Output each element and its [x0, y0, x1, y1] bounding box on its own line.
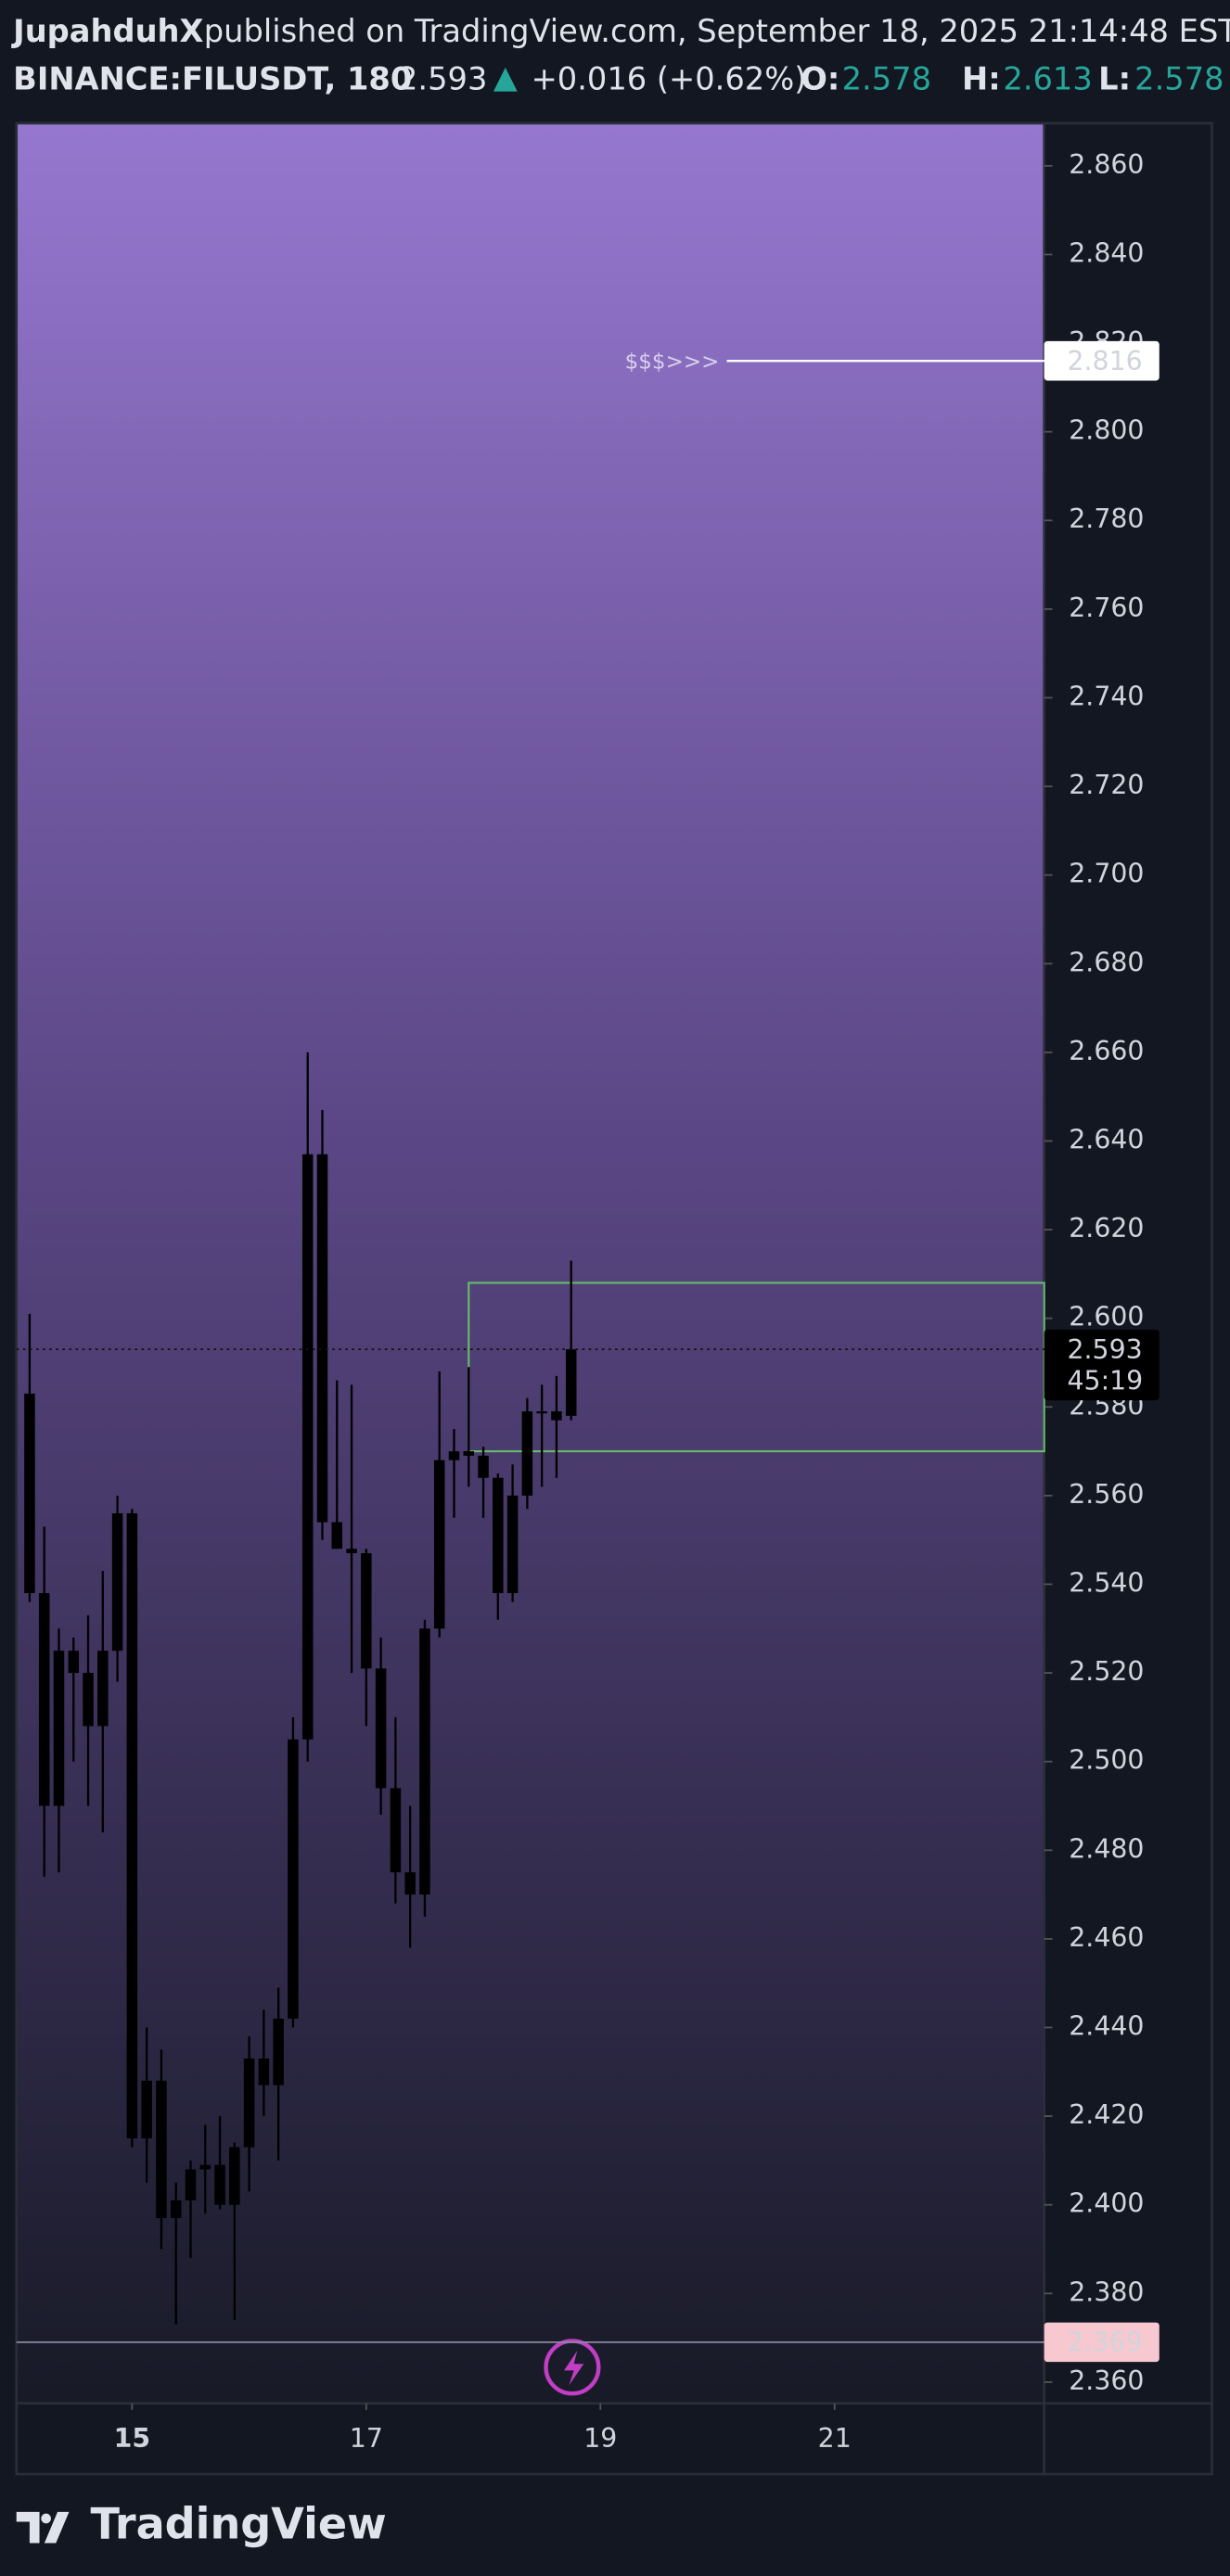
- current-price-box: [1044, 1329, 1160, 1401]
- candle-body: [24, 1393, 35, 1594]
- y-tick-label: 2.840: [1069, 237, 1144, 268]
- y-tick-label: 2.700: [1069, 859, 1144, 889]
- candle-body: [346, 1549, 357, 1554]
- candle-body: [433, 1460, 445, 1629]
- y-tick-label: 2.800: [1069, 415, 1144, 446]
- candle-body: [390, 1788, 402, 1873]
- y-tick-label: 2.500: [1069, 1745, 1144, 1776]
- y-tick-label: 2.780: [1069, 504, 1144, 534]
- last-price: 2.593: [398, 60, 487, 96]
- y-tick-label: 2.380: [1069, 2276, 1144, 2307]
- current-price-label: 2.593: [1067, 1334, 1142, 1365]
- candle-body: [214, 2164, 225, 2205]
- y-tick-label: 2.660: [1069, 1036, 1144, 1066]
- candle-body: [419, 1628, 430, 1895]
- low-value: 2.578: [1134, 60, 1224, 96]
- y-tick-label: 2.480: [1069, 1833, 1144, 1864]
- brand: TradingView: [91, 2498, 387, 2548]
- candle-body: [126, 1513, 138, 2139]
- change: +0.016 (+0.62%): [532, 60, 807, 96]
- published: published on TradingView.com, September …: [204, 13, 1230, 49]
- candle-body: [243, 2058, 255, 2148]
- x-tick-label: 15: [114, 2423, 150, 2454]
- open-value: 2.578: [842, 60, 931, 96]
- candle-body: [301, 1154, 314, 1740]
- candle-body: [361, 1553, 372, 1669]
- x-tick-label: 19: [583, 2423, 617, 2454]
- logo: [16, 2511, 70, 2544]
- y-tick-label: 2.360: [1069, 2366, 1144, 2396]
- candle-body: [316, 1154, 328, 1523]
- high-label: H:: [962, 60, 1001, 96]
- candle-body: [404, 1872, 416, 1895]
- y-tick-label: 2.600: [1069, 1302, 1144, 1333]
- high-value: 2.613: [1003, 60, 1092, 96]
- low-label: L:: [1098, 60, 1131, 96]
- candle-body: [551, 1411, 562, 1421]
- candle-body: [506, 1495, 519, 1594]
- countdown: 45:19: [1067, 1366, 1143, 1396]
- target-price-label: 2.816: [1067, 346, 1142, 376]
- symbol: BINANCE:FILUSDT, 180: [13, 60, 412, 96]
- candle-body: [478, 1455, 489, 1478]
- y-tick-label: 2.680: [1069, 947, 1144, 977]
- open-label: O:: [801, 60, 839, 96]
- target-price-box: [1044, 340, 1160, 381]
- candle-body: [258, 2058, 270, 2085]
- candle-body: [185, 2169, 197, 2200]
- candle-body: [448, 1451, 460, 1460]
- candle-body: [273, 2018, 284, 2085]
- candle-body: [199, 2164, 211, 2170]
- y-tick-label: 2.860: [1069, 149, 1144, 180]
- candle-body: [229, 2147, 240, 2205]
- candle-body: [141, 2080, 152, 2139]
- candle-body: [83, 1673, 94, 1727]
- candle-body: [97, 1651, 109, 1727]
- y-tick-label: 2.760: [1069, 593, 1144, 623]
- y-tick-label: 2.540: [1069, 1567, 1144, 1598]
- candle-body: [53, 1651, 65, 1806]
- candle-body: [38, 1593, 50, 1806]
- author: JupahduhX: [11, 13, 203, 49]
- plot-area: [16, 122, 1044, 2404]
- lightning-icon: [544, 2339, 601, 2396]
- y-tick-label: 2.740: [1069, 681, 1144, 711]
- y-tick-label: 2.420: [1069, 2099, 1144, 2130]
- low-price-box: [1044, 2322, 1160, 2363]
- candle-body: [536, 1411, 547, 1414]
- up-arrow: ▲: [493, 59, 518, 96]
- low-price-label: 2.369: [1067, 2327, 1142, 2358]
- y-tick-label: 2.440: [1069, 2010, 1144, 2041]
- x-tick-label: 17: [350, 2423, 383, 2454]
- y-tick-label: 2.400: [1069, 2188, 1144, 2219]
- candle-body: [375, 1668, 387, 1789]
- candle-body: [111, 1513, 123, 1651]
- frame: [15, 121, 1213, 2476]
- candle-body: [565, 1349, 577, 1416]
- y-tick-label: 2.460: [1069, 1922, 1144, 1953]
- candle-body: [493, 1477, 504, 1594]
- y-tick-label: 2.520: [1069, 1656, 1144, 1687]
- y-tick-label: 2.620: [1069, 1213, 1144, 1243]
- target-text: $$$>>>: [625, 350, 720, 374]
- y-tick-label: 2.640: [1069, 1124, 1144, 1154]
- y-tick-label: 2.720: [1069, 770, 1144, 800]
- candle-body: [521, 1411, 533, 1496]
- candle-body: [288, 1739, 299, 2019]
- candle-body: [331, 1522, 343, 1549]
- candle-body: [68, 1651, 80, 1674]
- price-axis: [1044, 122, 1212, 2404]
- candle-body: [170, 2200, 182, 2219]
- candle-body: [156, 2080, 167, 2219]
- x-tick-label: 21: [818, 2423, 852, 2454]
- y-tick-label: 2.560: [1069, 1479, 1144, 1510]
- candle-body: [463, 1451, 475, 1456]
